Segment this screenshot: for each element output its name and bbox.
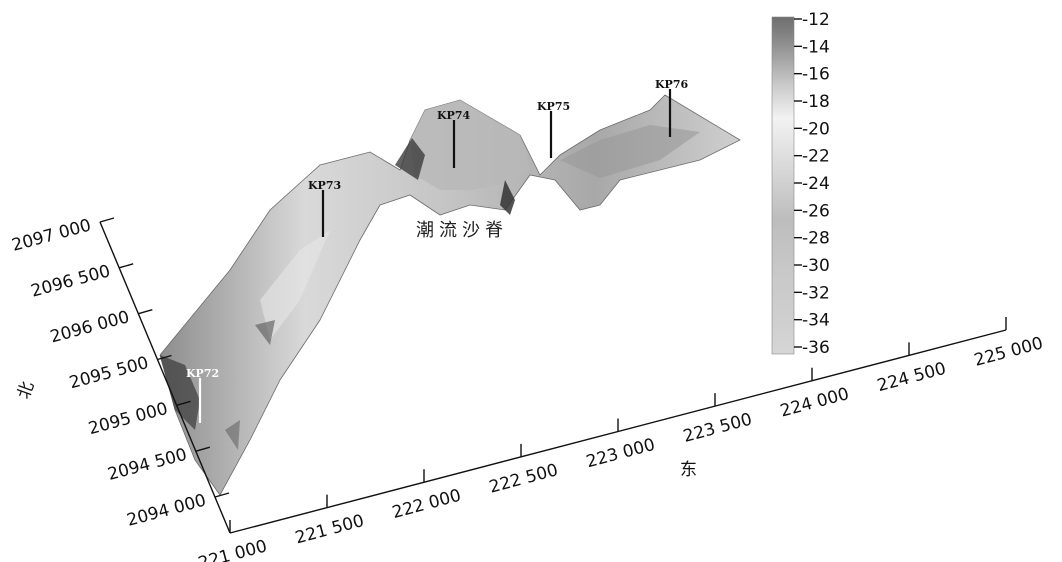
x-tick-label: 223 500 [681,409,754,447]
y-axis-title: 北 [14,379,39,402]
x-tick-label: 221 000 [196,536,269,562]
y-tick-label: 2094 000 [125,491,209,531]
feature-label: 潮流沙脊 [416,220,508,241]
colorbar-tick-label: -28 [802,229,830,249]
colorbar-gradient [771,16,795,355]
y-tick-label: 2095 500 [67,353,151,393]
colorbar-tick-label: -16 [802,65,830,85]
colorbar-tick-label: -18 [802,92,830,112]
colorbar-tick-label: -22 [802,147,830,167]
kp-marker-label: KP74 [437,109,470,122]
y-axis-line [99,221,231,534]
colorbar-tick-label: -12 [802,10,830,30]
y-tick [99,217,115,223]
x-tick-label: 222 500 [487,460,560,498]
y-tick-label: 2094 500 [106,445,190,485]
y-tick [176,400,191,407]
x-tick-label: 224 500 [875,359,948,397]
y-tick [157,354,172,361]
y-tick-label: 2096 500 [29,261,113,301]
x-tick-label: 222 000 [390,486,463,524]
x-tick-label: 223 000 [584,435,657,473]
terrain-surface [159,94,741,496]
y-tick [214,492,230,498]
y-tick [118,263,134,269]
x-tick-label: 225 000 [972,333,1045,371]
y-tick [195,446,211,452]
y-tick-label: 2096 000 [48,307,132,347]
y-tick [138,308,153,315]
colorbar-tick-label: -36 [802,338,830,358]
kp-marker-label: KP76 [655,78,688,91]
kp-marker-label: KP72 [186,367,219,380]
kp-marker-label: KP75 [537,100,570,113]
x-tick-label: 224 000 [778,384,851,422]
y-tick-label: 2095 000 [86,399,170,439]
colorbar-tick-label: -24 [802,174,830,194]
colorbar: -12 -14 -16 -18 -20 -22 -24 -26 -28 -30 -32 -34 -36 [771,10,830,358]
colorbar-ticks: -12 -14 -16 -18 -20 -22 -24 -26 -28 -30 -32 -34 -36 [794,10,830,358]
axes: 221 000 221 500 222 000 222 500 223 000 223 5… [10,216,1045,562]
colorbar-tick-label: -32 [802,283,830,303]
y-tick-label: 2097 000 [10,216,94,256]
colorbar-tick-label: -14 [802,37,830,57]
colorbar-tick-label: -26 [802,201,830,221]
kp-marker-label: KP73 [308,179,341,192]
x-tick-label: 221 500 [293,511,366,549]
x-axis-title: 东 [680,460,697,480]
colorbar-tick-label: -30 [802,256,830,276]
colorbar-tick-label: -20 [802,119,830,139]
colorbar-tick-label: -34 [802,311,830,331]
kp-markers: KP72 KP73 KP74 KP75 KP76 [186,78,688,423]
